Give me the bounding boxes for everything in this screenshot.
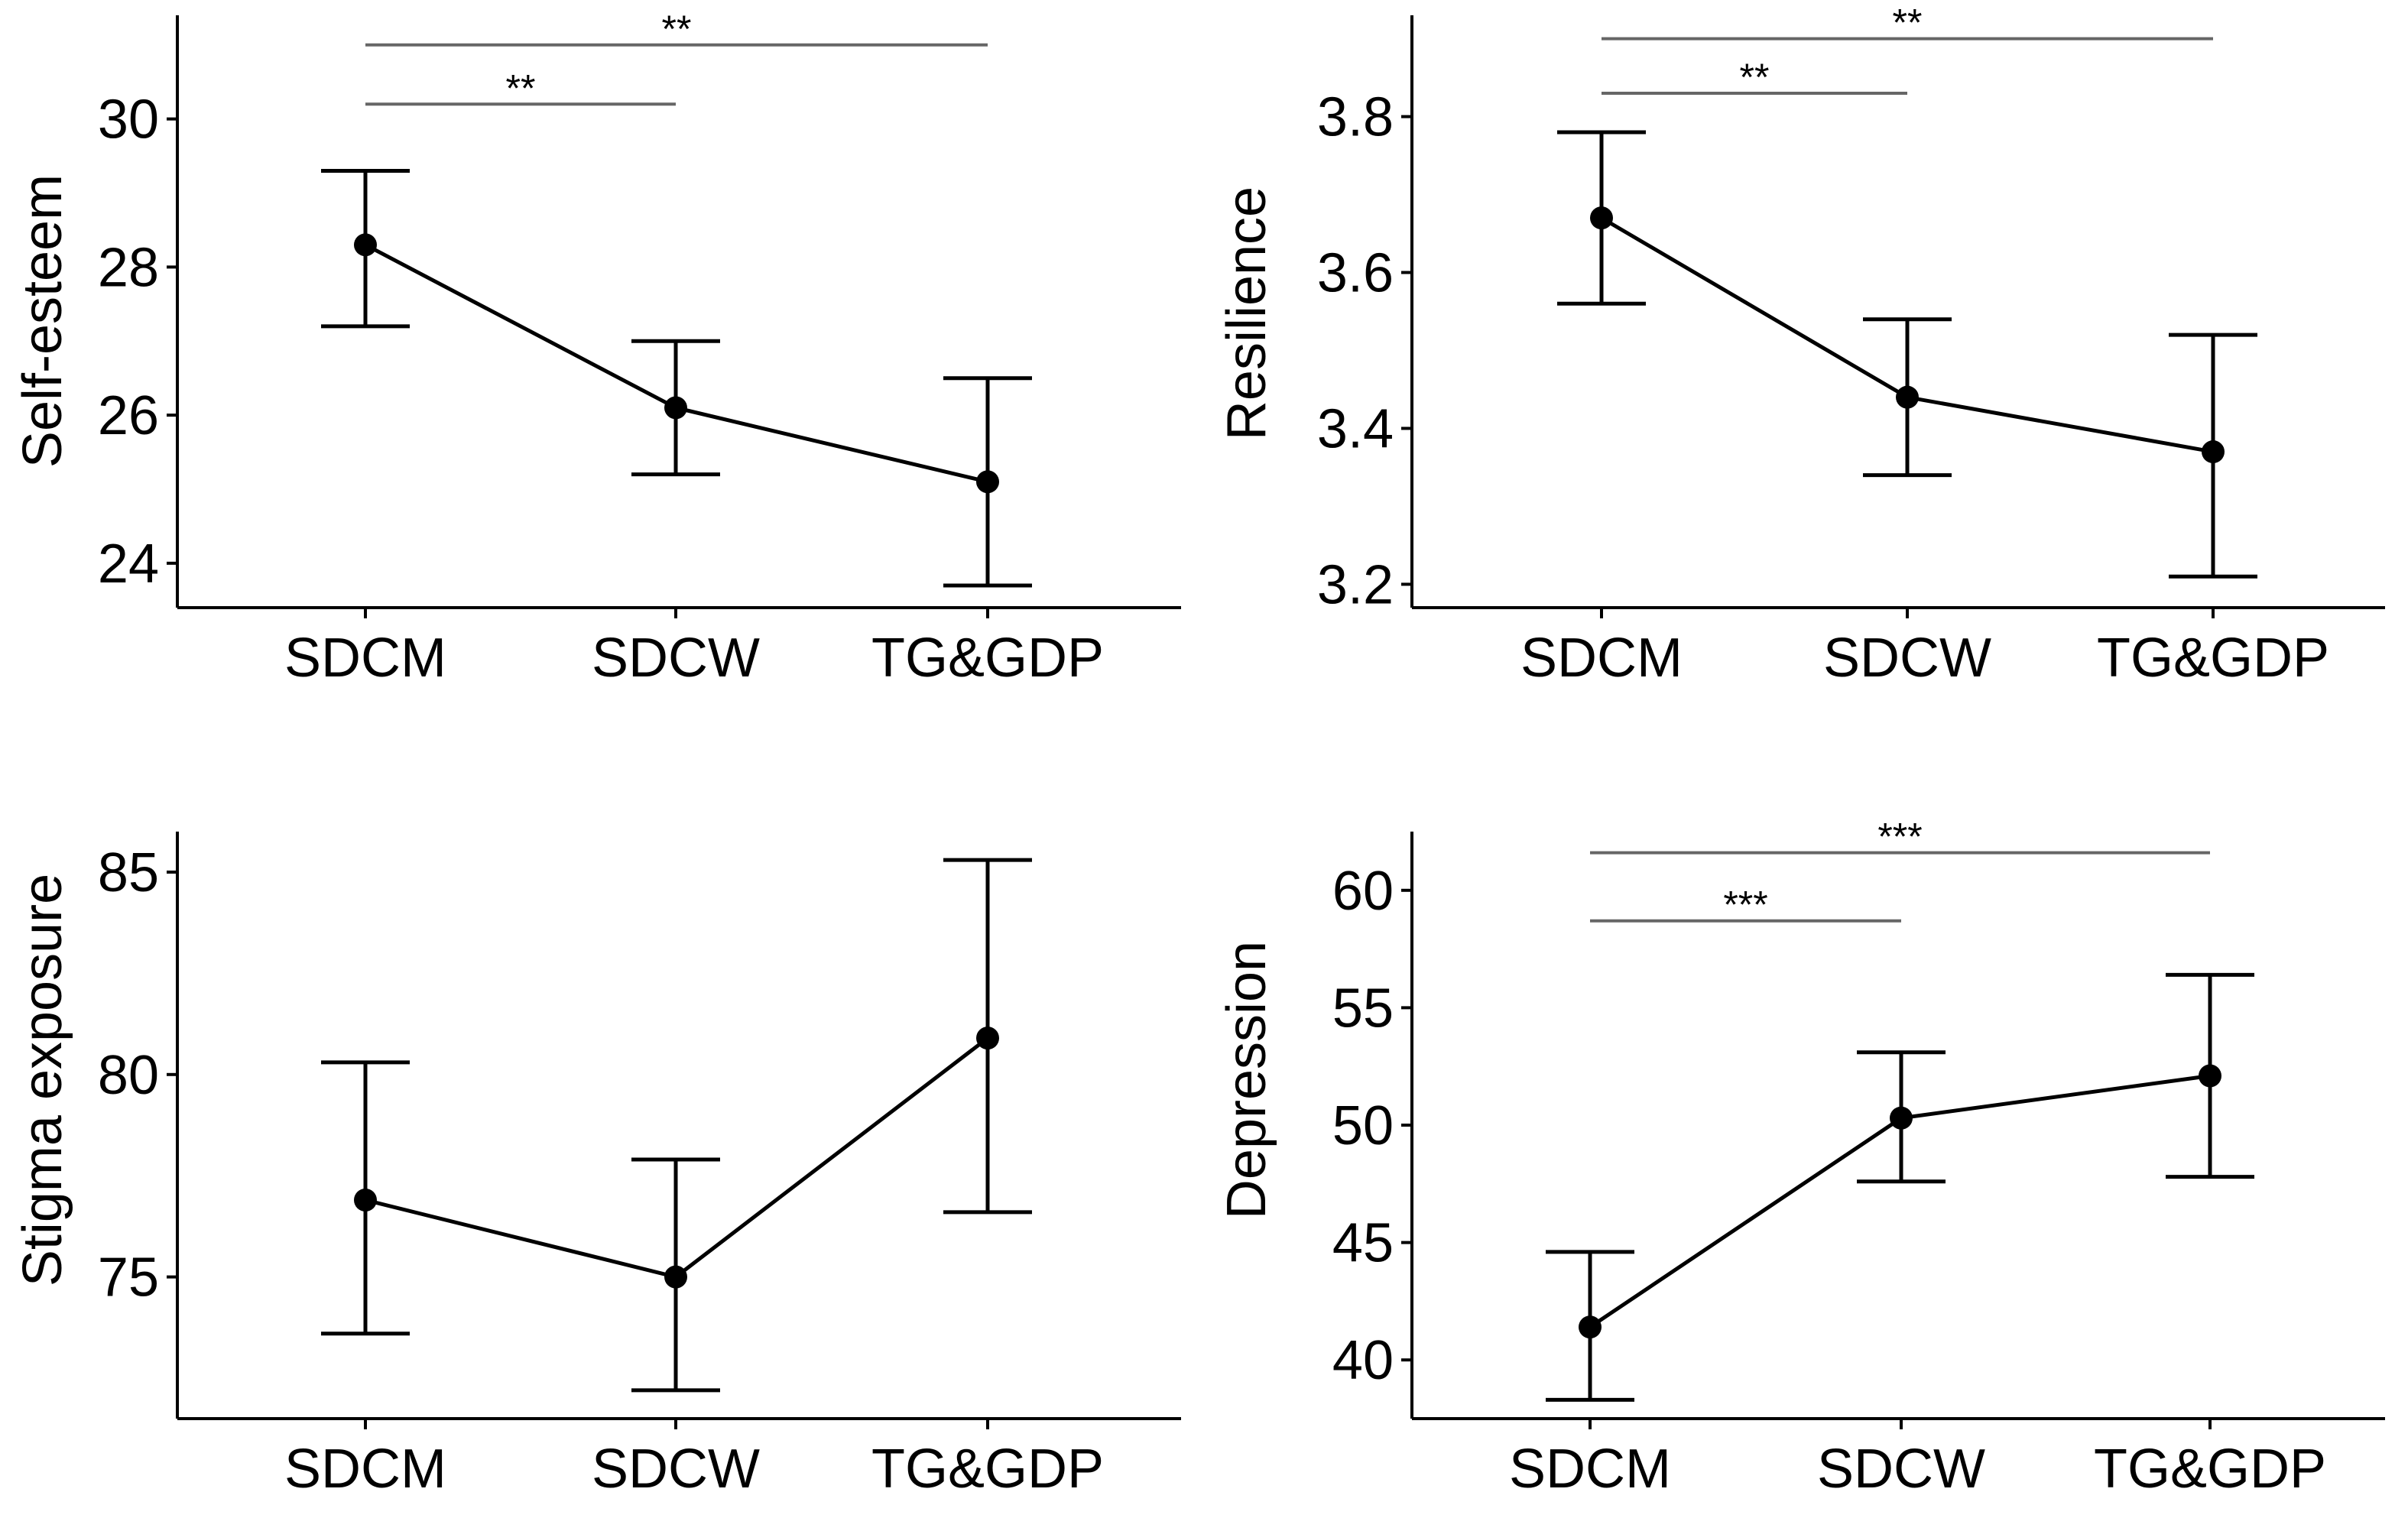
depression-point-sdcw — [1890, 1106, 1913, 1130]
stigma-exposure-point-sdcm — [354, 1188, 377, 1211]
stigma-exposure-x-tick-label-sdcw: SDCW — [592, 1439, 760, 1500]
self-esteem-point-sdcw — [664, 396, 687, 420]
stigma-exposure-point-tg-gdp — [976, 1027, 999, 1050]
depression-panel: 40 45 50 55 60 SDCM SDCW TG&GDP Depression *** *** — [1216, 816, 2385, 1500]
self-esteem-x-tick-label-tg-gdp: TG&GDP — [871, 628, 1104, 689]
resilience-point-sdcm — [1590, 206, 1613, 230]
stigma-exposure-y-tick-label: 85 — [98, 842, 159, 903]
self-esteem-point-sdcm — [354, 233, 377, 257]
stigma-exposure-x-tick-label-tg-gdp: TG&GDP — [871, 1439, 1104, 1500]
depression-y-tick-label: 50 — [1332, 1095, 1394, 1156]
stigma-exposure-y-tick-label: 80 — [98, 1045, 159, 1106]
self-esteem-y-tick-label: 30 — [98, 89, 159, 151]
depression-y-tick-label: 60 — [1332, 861, 1394, 922]
self-esteem-y-tick-label: 24 — [98, 534, 159, 595]
depression-x-tick-label-tg-gdp: TG&GDP — [2094, 1439, 2326, 1500]
resilience-significance-label-1: ** — [1893, 2, 1923, 44]
resilience-x-tick-label-tg-gdp: TG&GDP — [2097, 628, 2329, 689]
self-esteem-point-tg-gdp — [976, 470, 999, 494]
depression-point-tg-gdp — [2199, 1064, 2221, 1088]
stigma-exposure-y-tick-label: 75 — [98, 1247, 159, 1309]
depression-y-tick-label: 40 — [1332, 1330, 1394, 1391]
self-esteem-y-axis-title: Self-esteem — [12, 174, 73, 468]
stigma-exposure-point-sdcw — [664, 1265, 687, 1289]
depression-x-tick-label-sdcm: SDCM — [1509, 1439, 1671, 1500]
resilience-significance-label-0: ** — [1740, 56, 1770, 99]
depression-y-tick-label: 55 — [1332, 978, 1394, 1039]
depression-y-tick-label: 45 — [1332, 1213, 1394, 1274]
resilience-y-axis-title: Resilience — [1216, 187, 1277, 440]
depression-point-sdcm — [1579, 1315, 1602, 1339]
depression-x-tick-label-sdcw: SDCW — [1817, 1439, 1985, 1500]
self-esteem-x-tick-label-sdcw: SDCW — [592, 628, 760, 689]
resilience-y-tick-label: 3.4 — [1317, 398, 1394, 459]
resilience-y-tick-label: 3.8 — [1317, 87, 1394, 148]
resilience-panel: 3.2 3.4 3.6 3.8 SDCM SDCW TG&GDP Resilience ** ** — [1216, 2, 2385, 689]
resilience-y-tick-label: 3.2 — [1317, 554, 1394, 615]
depression-significance-label-1: *** — [1877, 816, 1922, 858]
stigma-exposure-x-tick-label-sdcm: SDCM — [284, 1439, 446, 1500]
stigma-exposure-panel: 75 80 85 SDCM SDCW TG&GDP Stigma exposure — [12, 832, 1181, 1500]
self-esteem-x-tick-label-sdcm: SDCM — [284, 628, 446, 689]
self-esteem-significance-label-0: ** — [506, 66, 536, 109]
self-esteem-panel: 24 26 28 30 SDCM SDCW TG&GDP Self-esteem ** ** — [12, 8, 1181, 689]
resilience-x-tick-label-sdcm: SDCM — [1520, 628, 1683, 689]
resilience-y-tick-label: 3.6 — [1317, 243, 1394, 304]
stigma-exposure-y-axis-title: Stigma exposure — [12, 874, 73, 1286]
resilience-point-tg-gdp — [2202, 440, 2225, 464]
self-esteem-y-tick-label: 26 — [98, 385, 159, 446]
self-esteem-significance-label-1: ** — [662, 8, 692, 50]
self-esteem-y-tick-label: 28 — [98, 237, 159, 298]
depression-significance-label-0: *** — [1723, 884, 1767, 926]
depression-y-axis-title: Depression — [1216, 941, 1277, 1219]
resilience-point-sdcw — [1896, 385, 1919, 409]
resilience-x-tick-label-sdcw: SDCW — [1823, 628, 1991, 689]
